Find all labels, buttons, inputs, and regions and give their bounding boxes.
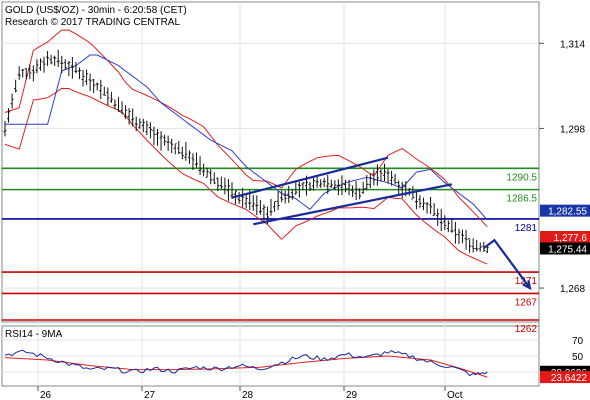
chart-subtitle: Research © 2017 TRADING CENTRAL: [5, 17, 180, 28]
rsi-tag-label: 23.6422: [551, 373, 588, 384]
x-tick-label: Oct: [447, 390, 463, 400]
forecast-arrow-line: [483, 238, 531, 289]
bands-layer: [4, 29, 488, 265]
price-tag-box: [540, 242, 590, 255]
rsi-tick-label: 50: [572, 352, 584, 363]
y-tick-label: 1,314: [560, 39, 585, 50]
level-label: 1290.5: [506, 172, 537, 183]
rsi-title: RSI14 - 9MA: [5, 329, 63, 340]
price-tag-box: [540, 230, 590, 243]
x-tick-label: 28: [242, 390, 254, 400]
lower-channel-line: [253, 183, 453, 226]
tags-layer: 1,282.551,277.61,275.4430.269623.6422: [540, 204, 590, 384]
channel-layer: [231, 156, 532, 291]
price-layer: [3, 49, 489, 254]
level-label: 1286.5: [506, 194, 537, 205]
upper-channel-line: [231, 156, 389, 199]
rsi-layer: [4, 349, 488, 378]
upper-band-line: [4, 29, 488, 228]
lower-band-line: [4, 87, 488, 265]
x-tick-label: 26: [40, 390, 52, 400]
rsi-tick-label: 70: [572, 336, 584, 347]
y-tick-label: 1,298: [560, 124, 585, 135]
level-label: 1267: [515, 297, 538, 308]
x-tick-label: 27: [144, 390, 156, 400]
price-tag-box: [540, 204, 590, 217]
y-tick-label: 1,268: [560, 284, 585, 295]
forecast-arrow-head: [522, 280, 532, 291]
rsi-tag-box: [540, 371, 590, 384]
level-label: 1281: [515, 223, 538, 234]
price-tag-label: 1,275.44: [548, 244, 587, 255]
price-tag-label: 1,277.6: [554, 233, 588, 244]
rsi-line: [4, 349, 488, 377]
rsi-ma-line: [4, 355, 488, 378]
chart-title: GOLD (US$/OZ) - 30min - 6:20:58 (CET): [5, 5, 187, 16]
price-tag-label: 1,282.55: [548, 207, 587, 218]
moving-average-line: [5, 54, 488, 221]
level-label: 1262: [515, 324, 538, 335]
x-tick-label: 29: [346, 390, 358, 400]
grid-layer: [2, 2, 539, 386]
